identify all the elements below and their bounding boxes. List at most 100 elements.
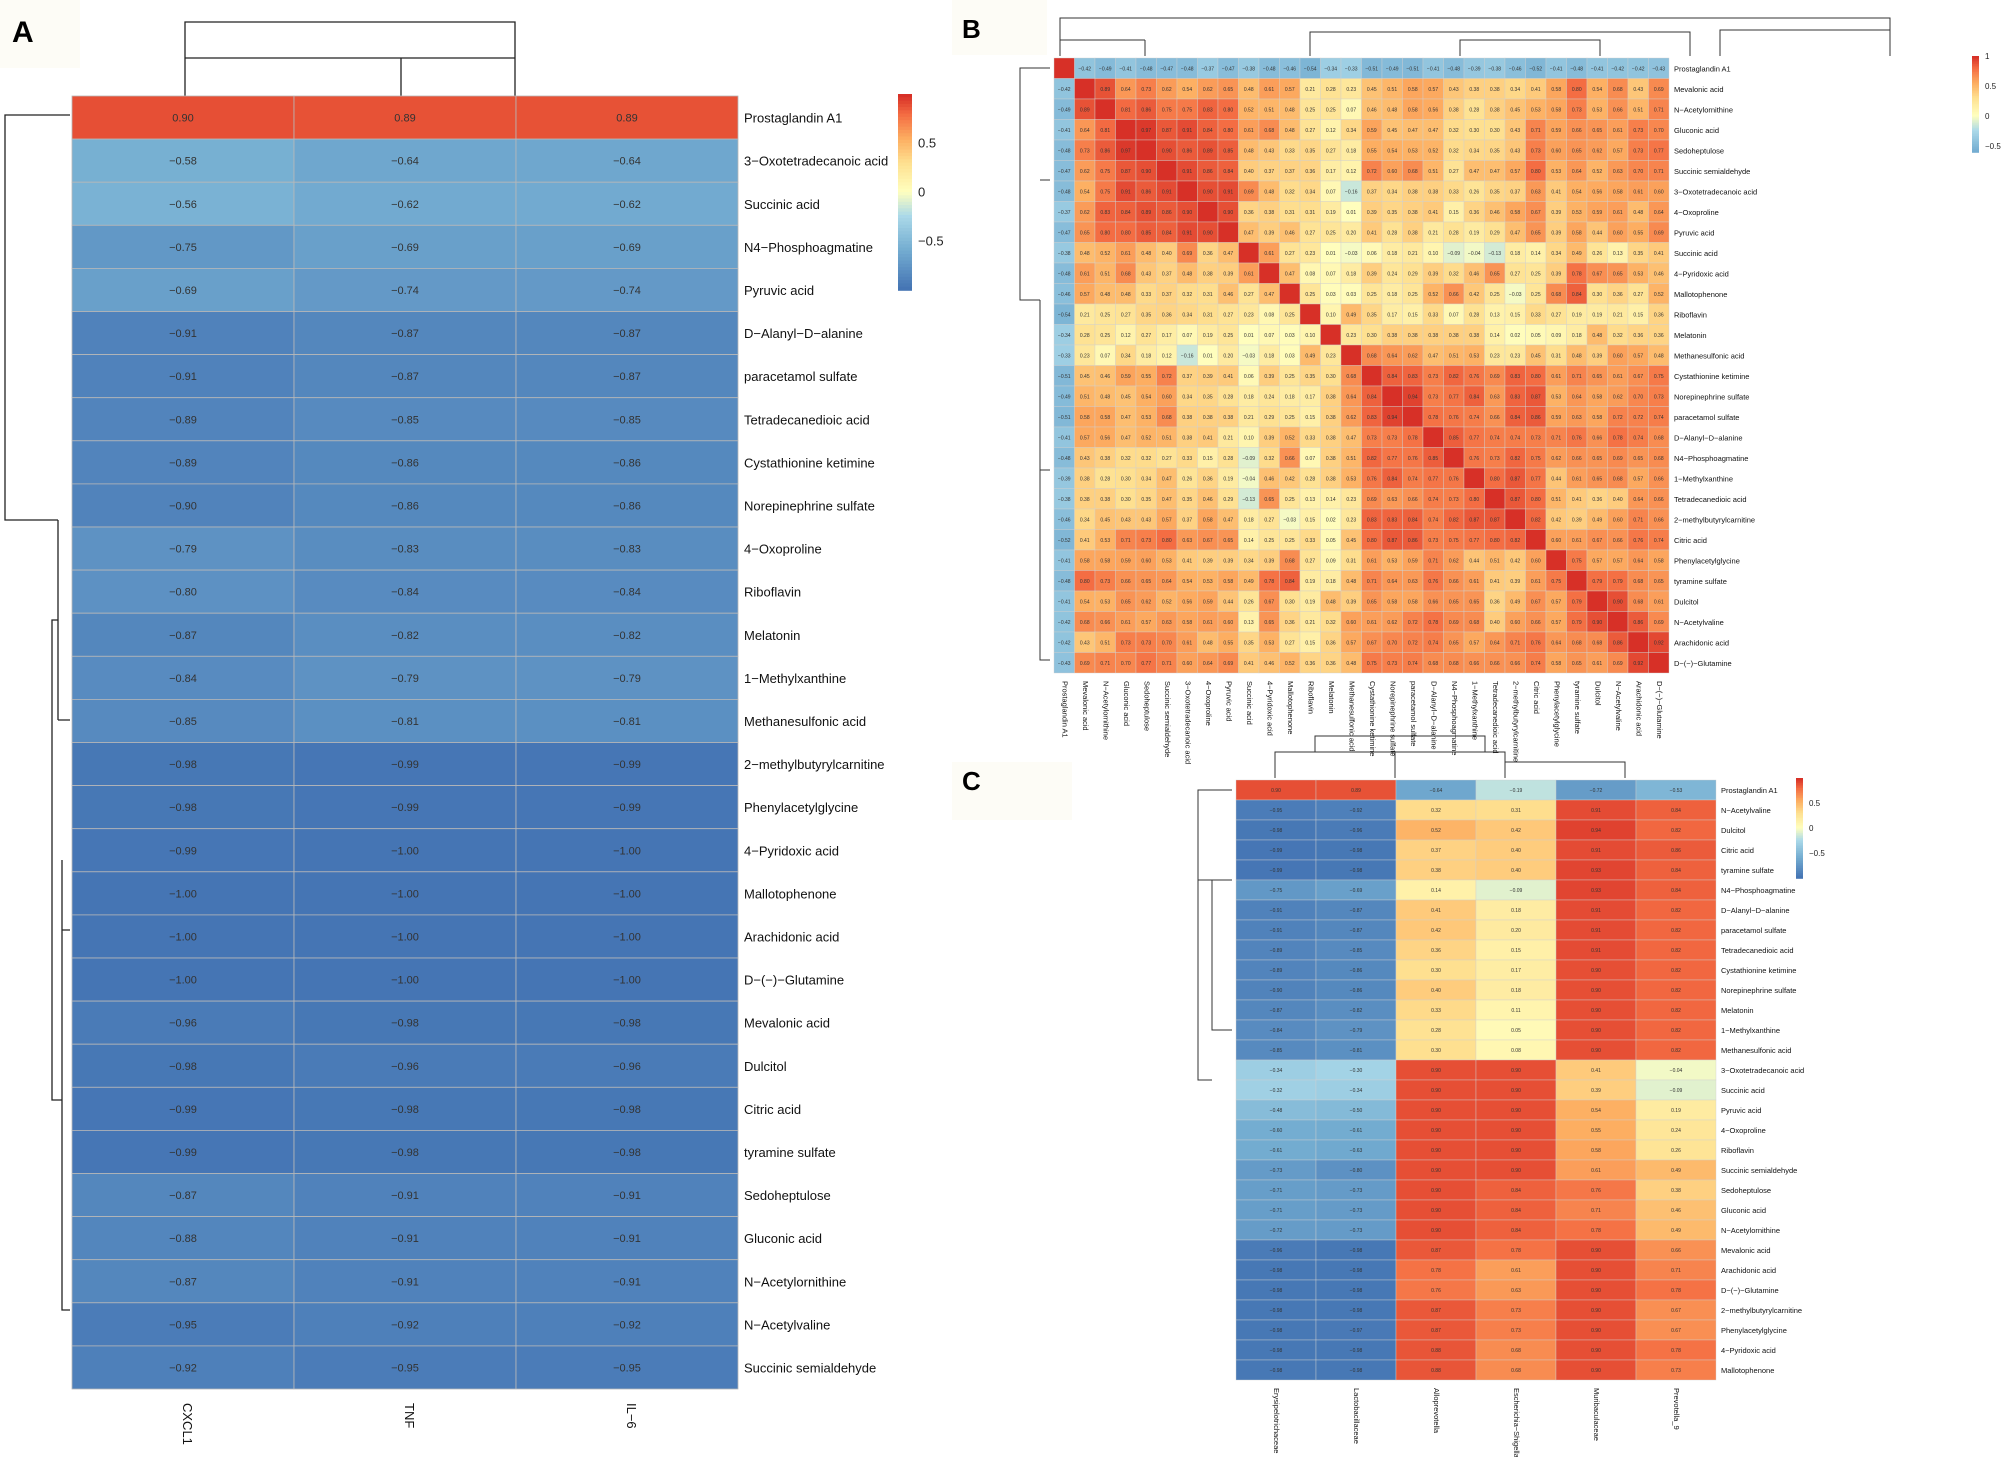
heatmap-cell: [515, 828, 739, 873]
row-label: 2−methylbutyrylcarnitine: [1721, 1306, 1802, 1315]
cell-value-label: 0.27: [1305, 558, 1315, 564]
heatmap-cell: [293, 181, 517, 226]
cell-value-label: 0.56: [1592, 189, 1602, 195]
row-labels-c: Prostaglandin A1N−AcetylvalineDulcitolCi…: [1721, 786, 1804, 1375]
cell-value-label: 0.36: [1469, 210, 1479, 216]
cell-value-label: 0.68: [1080, 620, 1090, 626]
cell-value-label: 0.24: [1264, 394, 1274, 400]
cell-value-label: 0.18: [1387, 292, 1397, 298]
legend-tick-label: −0.5: [1809, 849, 1825, 858]
cell-value-label: 0.68: [1613, 476, 1623, 482]
cell-value-label: 0.93: [1591, 888, 1601, 894]
heatmap-cell: [293, 224, 517, 269]
cell-value-label: 0.47: [1408, 128, 1418, 134]
cell-value-label: 0.68: [1449, 661, 1459, 667]
cell-value-label: 0.41: [1367, 230, 1377, 236]
heatmap-cell: [71, 483, 295, 528]
heatmap-cells-b: −0.42 −0.49 −0.41 −0.48 −0.47 −0.48 −0.37 −0.47…: [1053, 57, 1670, 674]
heatmap-cell: [515, 569, 739, 614]
heatmap-cell: [293, 569, 517, 614]
cell-value-label: 0.36: [1203, 251, 1213, 257]
cell-value-label: 0.35: [1367, 312, 1377, 318]
cell-value-label: 0.66: [1510, 661, 1520, 667]
cell-value-label: −0.92: [391, 1319, 419, 1331]
cell-value-label: 0.74: [1428, 640, 1438, 646]
heatmap-cell: [293, 1216, 517, 1261]
row-label: N4−Phosphoagmatine: [744, 240, 873, 255]
cell-value-label: −0.81: [391, 716, 419, 728]
cell-value-label: 0.58: [1408, 87, 1418, 93]
cell-value-label: −0.41: [1058, 128, 1071, 134]
cell-value-label: −0.03: [1242, 353, 1255, 359]
cell-value-label: 0.57: [1613, 558, 1623, 564]
cell-value-label: 0.03: [1346, 292, 1356, 298]
cell-value-label: 0.74: [1469, 415, 1479, 421]
cell-value-label: −0.72: [1590, 788, 1603, 794]
cell-value-label: 0.59: [1551, 128, 1561, 134]
legend-swatch: [898, 139, 912, 144]
cell-value-label: 0.90: [1271, 788, 1281, 794]
cell-value-label: 0.62: [1449, 558, 1459, 564]
row-label: Mevalonic acid: [1674, 85, 1724, 94]
cell-value-label: 0.75: [1100, 189, 1110, 195]
cell-value-label: 0.47: [1428, 128, 1438, 134]
heatmap-cell: [293, 828, 517, 873]
heatmap-cell: [515, 742, 739, 786]
row-label: Dulcitol: [1674, 597, 1699, 606]
cell-value-label: 0.37: [1162, 292, 1172, 298]
row-label: Melatonin: [1721, 1006, 1754, 1015]
cell-value-label: 0.27: [1305, 230, 1315, 236]
cell-value-label: 0.60: [1223, 620, 1233, 626]
cell-value-label: 0.58: [1203, 517, 1213, 523]
cell-value-label: 0.46: [1203, 497, 1213, 503]
cell-value-label: 0.66: [1592, 435, 1602, 441]
cell-value-label: 0.44: [1223, 599, 1233, 605]
legend-tick-label: 0.5: [1985, 82, 1997, 91]
cell-value-label: 0.55: [1367, 148, 1377, 154]
cell-value-label: 0.06: [1367, 251, 1377, 257]
cell-value-label: 0.02: [1326, 517, 1336, 523]
row-label: tyramine sulfate: [744, 1145, 836, 1160]
cell-value-label: 0.84: [1469, 394, 1479, 400]
cell-value-label: 0.49: [1346, 312, 1356, 318]
cell-value-label: 0.94: [1408, 394, 1418, 400]
cell-value-label: 0.07: [1326, 271, 1336, 277]
cell-value-label: 0.64: [1654, 210, 1664, 216]
cell-value-label: 0.74: [1408, 661, 1418, 667]
cell-value-label: 0.43: [1510, 148, 1520, 154]
cell-value-label: 0.33: [1285, 148, 1295, 154]
cell-value-label: −0.79: [391, 673, 419, 685]
cell-value-label: 0.77: [1141, 661, 1151, 667]
cell-value-label: −0.95: [169, 1319, 197, 1331]
row-label: Prostaglandin A1: [744, 111, 842, 126]
cell-value-label: 0.77: [1387, 456, 1397, 462]
cell-value-label: 0.90: [1431, 1108, 1441, 1114]
cell-value-label: 0.38: [1449, 333, 1459, 339]
cell-value-label: −0.89: [169, 457, 197, 469]
heatmap-cell: [1320, 324, 1342, 346]
cell-value-label: 0.61: [1531, 579, 1541, 585]
cell-value-label: 0.48: [1346, 579, 1356, 585]
cell-value-label: −0.98: [169, 1061, 197, 1073]
cell-value-label: 0.38: [1100, 497, 1110, 503]
cell-value-label: 0.18: [1511, 908, 1521, 914]
cell-value-label: 0.28: [1449, 230, 1459, 236]
cell-value-label: −0.46: [1058, 517, 1071, 523]
cell-value-label: 0.76: [1428, 579, 1438, 585]
cell-value-label: 0.43: [1510, 128, 1520, 134]
legend-swatch: [1972, 73, 1979, 76]
cell-value-label: −0.87: [169, 1276, 197, 1288]
legend-swatch: [1972, 84, 1979, 88]
cell-value-label: 0.61: [1469, 579, 1479, 585]
cell-value-label: −0.48: [1058, 456, 1071, 462]
cell-value-label: 0.68: [1633, 599, 1643, 605]
cell-value-label: −0.91: [613, 1233, 641, 1245]
panel-letter-bg-c: [952, 762, 1072, 820]
legend-swatch: [1972, 134, 1979, 137]
cell-value-label: 0.36: [1203, 476, 1213, 482]
cell-value-label: 0.03: [1285, 353, 1295, 359]
cell-value-label: 0.78: [1431, 1268, 1441, 1274]
row-label: Sedoheptulose: [1674, 146, 1724, 155]
heatmap-cell: [515, 1130, 739, 1174]
cell-value-label: 0.51: [1428, 169, 1438, 175]
